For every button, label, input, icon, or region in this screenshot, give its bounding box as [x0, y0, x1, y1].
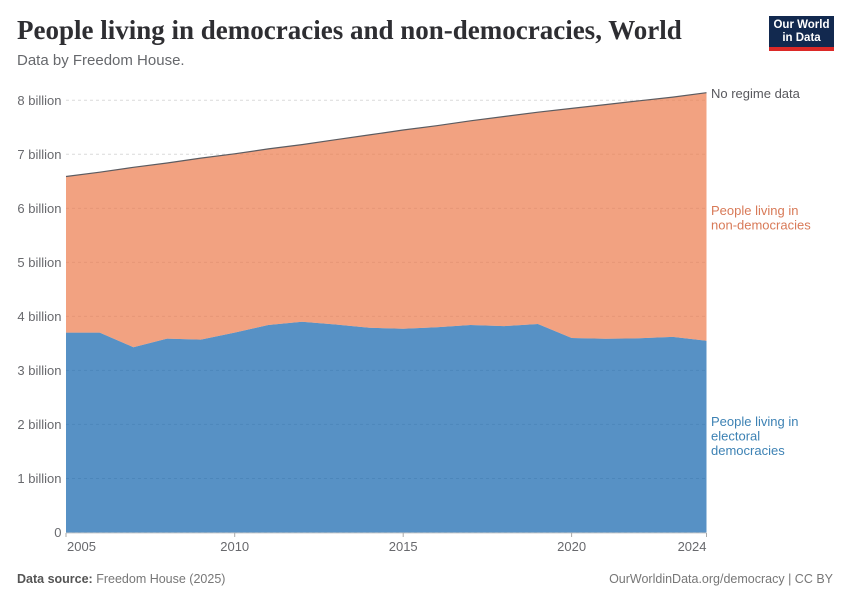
svg-text:4 billion: 4 billion [17, 309, 61, 324]
svg-text:democracies: democracies [711, 443, 785, 458]
svg-text:electoral: electoral [711, 429, 760, 444]
svg-text:People living in: People living in [711, 414, 798, 429]
svg-text:2020: 2020 [557, 539, 586, 554]
svg-text:2005: 2005 [67, 539, 96, 554]
svg-text:6 billion: 6 billion [17, 201, 61, 216]
svg-text:No regime data: No regime data [711, 86, 801, 101]
svg-text:3 billion: 3 billion [17, 363, 61, 378]
svg-text:2010: 2010 [220, 539, 249, 554]
svg-text:8 billion: 8 billion [17, 93, 61, 108]
svg-text:1 billion: 1 billion [17, 471, 61, 486]
svg-text:0: 0 [54, 525, 61, 540]
svg-text:2 billion: 2 billion [17, 417, 61, 432]
svg-text:5 billion: 5 billion [17, 255, 61, 270]
svg-text:2015: 2015 [389, 539, 418, 554]
svg-text:2024: 2024 [678, 539, 707, 554]
svg-text:non-democracies: non-democracies [711, 218, 811, 233]
svg-text:People living in: People living in [711, 203, 798, 218]
svg-text:7 billion: 7 billion [17, 147, 61, 162]
